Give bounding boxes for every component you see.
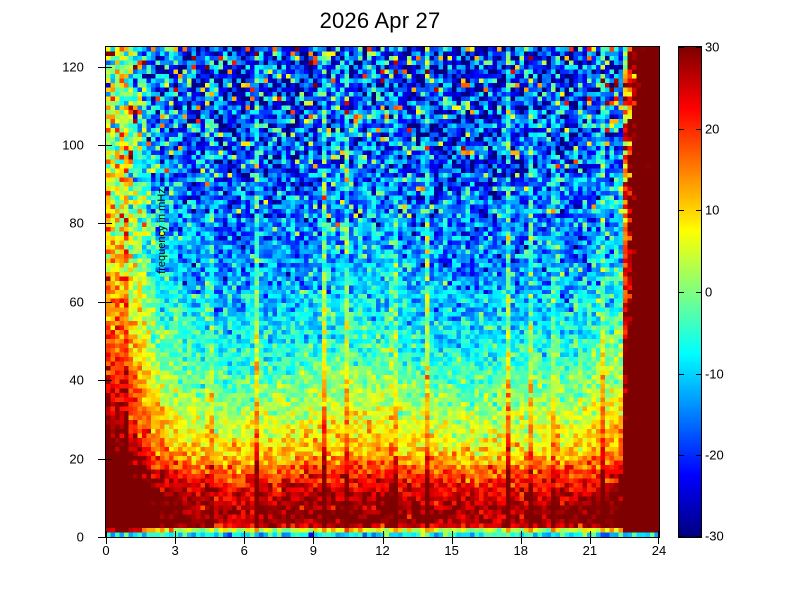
colorbar-tick-label: -20: [704, 447, 724, 463]
x-tick-mark-inner: [658, 531, 659, 537]
x-tick-mark-inner: [520, 531, 522, 537]
y-tick-mark-inner: [106, 66, 112, 68]
y-tick-label: 60: [69, 294, 84, 310]
y-tick-mark: [98, 301, 106, 303]
y-tick-label: 80: [69, 215, 84, 231]
y-tick-label: 40: [69, 372, 84, 388]
x-tick-mark: [175, 537, 177, 544]
colorbar-tick-mark: [679, 128, 684, 130]
x-tick-label: 18: [513, 543, 528, 558]
x-tick-mark: [658, 537, 659, 544]
colorbar-tick-mark: [679, 210, 684, 212]
colorbar-tick-mark-right: [696, 536, 701, 537]
x-tick-mark: [313, 537, 315, 544]
y-tick-mark: [98, 145, 106, 146]
y-tick-label: 0: [76, 529, 84, 545]
x-tick-mark-inner: [451, 531, 453, 537]
colorbar-tick-mark-right: [696, 128, 701, 130]
colorbar-tick-mark: [679, 373, 684, 375]
y-tick-mark-inner: [106, 380, 112, 382]
colorbar-tick-label: 30: [704, 39, 720, 55]
x-tick-label: 0: [102, 543, 110, 558]
x-tick-mark: [106, 537, 107, 544]
x-tick-label: 24: [651, 543, 667, 558]
y-tick-mark: [98, 458, 106, 460]
y-tick-mark-inner: [106, 145, 112, 146]
x-tick-mark: [520, 537, 522, 544]
y-tick-mark-inner: [106, 458, 112, 460]
colorbar-tick-mark-right: [696, 47, 701, 48]
x-tick-mark: [382, 537, 384, 544]
colorbar-gradient: [679, 47, 701, 537]
x-tick-mark-inner: [313, 531, 315, 537]
x-tick-mark-inner: [106, 531, 107, 537]
colorbar-tick-mark: [679, 455, 684, 457]
x-tick-mark-inner: [244, 531, 246, 537]
y-tick-mark-inner: [106, 537, 112, 538]
x-tick-mark: [589, 537, 591, 544]
colorbar-tick-mark-right: [696, 292, 701, 293]
colorbar-tick-label: 0: [704, 284, 713, 300]
y-axis-label: frequency in mHz: [156, 188, 168, 274]
x-tick-label: 9: [309, 543, 317, 558]
x-tick-mark-inner: [175, 531, 177, 537]
x-tick-label: 3: [171, 543, 179, 558]
x-tick-mark-inner: [589, 531, 591, 537]
x-tick-label: 6: [240, 543, 248, 558]
colorbar-tick-mark: [679, 536, 684, 537]
colorbar-tick-mark-right: [696, 373, 701, 375]
x-tick-mark: [451, 537, 453, 544]
y-tick-label: 100: [62, 137, 84, 153]
colorbar-tick-mark-right: [696, 210, 701, 212]
y-tick-label: 120: [62, 59, 84, 75]
colorbar-tick-label: 10: [704, 202, 720, 218]
y-tick-mark: [98, 537, 106, 538]
colorbar-tick-mark: [679, 292, 684, 293]
colorbar-tick-mark-right: [696, 455, 701, 457]
page-title: 2026 Apr 27: [319, 8, 441, 33]
y-tick-mark: [98, 223, 106, 225]
colorbar-tick-label: -10: [704, 366, 724, 382]
x-tick-label: 15: [444, 543, 459, 558]
x-tick-label: 21: [582, 543, 598, 558]
y-tick-mark-inner: [106, 223, 112, 225]
colorbar-tick-mark: [679, 47, 684, 48]
y-tick-mark: [98, 66, 106, 68]
x-tick-mark-inner: [382, 531, 384, 537]
spectrogram-image: [106, 47, 659, 537]
colorbar-tick-label: -30: [704, 528, 724, 544]
spectrogram-axes[interactable]: frequency in mHz 0 20 40 60 80 100 120 0 3 6 9 12 1…: [62, 46, 666, 558]
colorbar-tick-label: 20: [704, 121, 720, 137]
y-tick-label: 20: [69, 451, 84, 467]
y-tick-mark-inner: [106, 301, 112, 303]
colorbar[interactable]: -30 -20 -10 0 10 20 30: [678, 40, 724, 544]
x-tick-label: 12: [375, 543, 390, 558]
y-tick-mark: [98, 380, 106, 382]
x-tick-mark: [244, 537, 246, 544]
